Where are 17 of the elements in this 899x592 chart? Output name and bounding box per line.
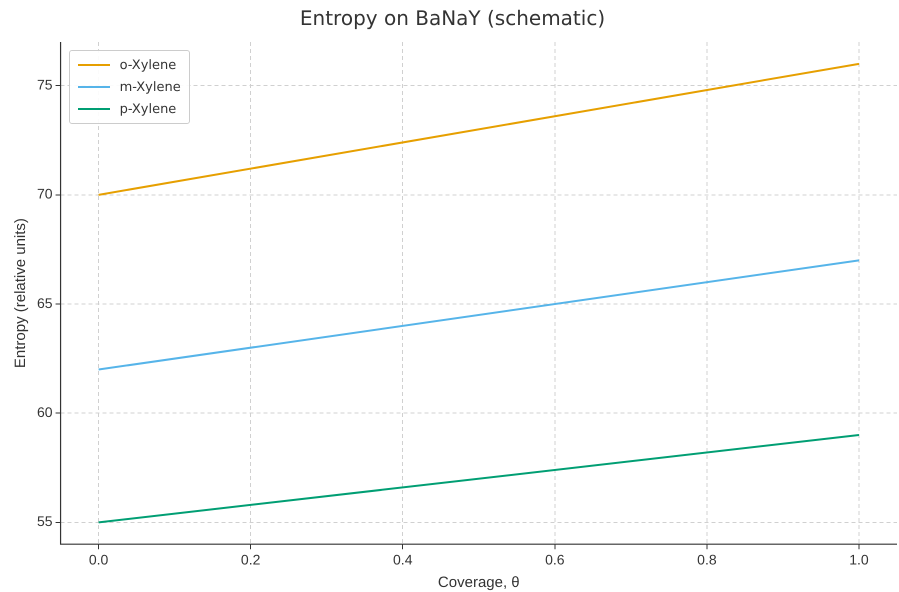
x-tick-label: 1.0 bbox=[849, 551, 869, 568]
y-tick-label: 55 bbox=[36, 513, 53, 530]
y-tick-label: 75 bbox=[36, 76, 53, 93]
x-tick-label: 0.8 bbox=[697, 551, 717, 568]
x-tick-label: 0.0 bbox=[88, 551, 109, 568]
legend-label: m-Xylene bbox=[120, 80, 181, 94]
y-axis-title: Entropy (relative units) bbox=[12, 218, 30, 368]
y-tick-label: 70 bbox=[36, 186, 53, 202]
x-tick-label: 0.4 bbox=[393, 551, 413, 568]
legend-label: o-Xylene bbox=[120, 58, 176, 72]
x-tick-label: 0.6 bbox=[545, 551, 565, 568]
y-tick-label: 65 bbox=[36, 294, 53, 311]
legend-label: p-Xylene bbox=[120, 102, 176, 116]
x-tick-label: 0.2 bbox=[240, 551, 261, 568]
y-tick-label: 60 bbox=[36, 404, 53, 420]
x-axis-title: Coverage, θ bbox=[438, 574, 520, 592]
chart-title: Entropy on BaNaY (schematic) bbox=[300, 6, 606, 30]
